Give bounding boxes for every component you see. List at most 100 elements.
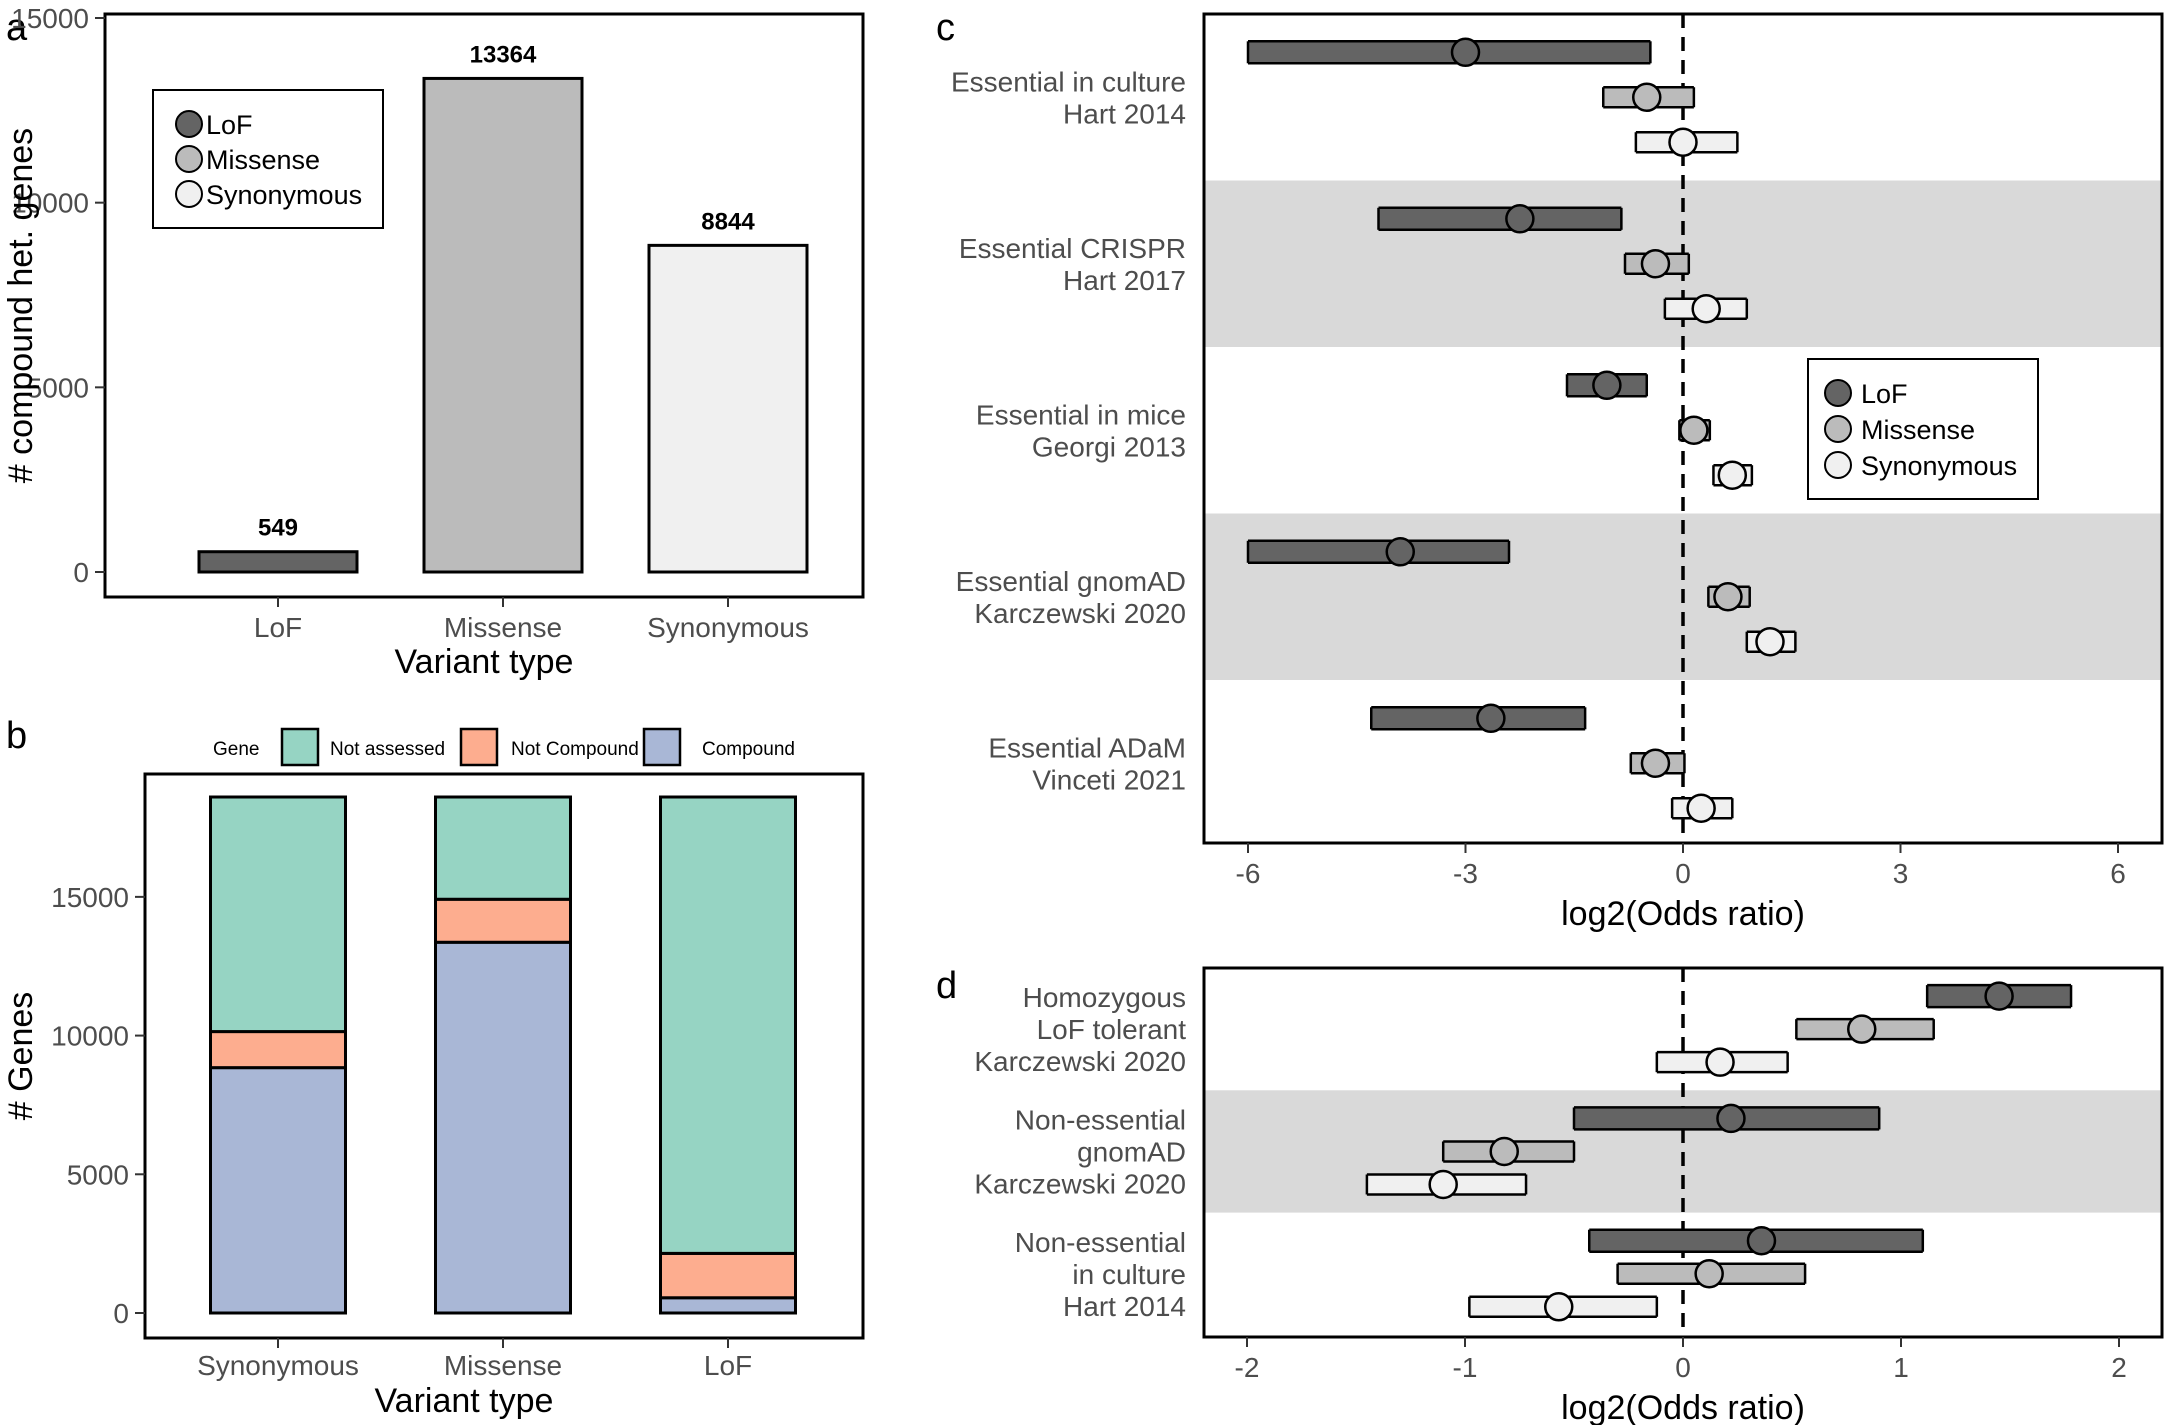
bar-segment-not-compound <box>209 1030 347 1070</box>
group-label: Karczewski 2020 <box>974 1168 1186 1199</box>
group-label: Essential ADaM <box>988 732 1186 763</box>
legend-label: LoF <box>1861 379 1908 409</box>
point-estimate-synonymous <box>1691 293 1721 324</box>
x-axis-tick-label: Synonymous <box>197 1350 359 1381</box>
legend-label: Compound <box>702 739 795 760</box>
bar-segment-not-compound <box>659 1251 797 1300</box>
y-axis-tick-label: 10000 <box>11 188 89 219</box>
bar-segment-compound <box>659 1296 797 1315</box>
panel-letter-a: a <box>6 7 28 49</box>
point-estimate-lof <box>1716 1103 1746 1134</box>
x-axis-tick-label: 0 <box>1675 1352 1691 1383</box>
point-estimate-missense <box>1679 415 1709 445</box>
point-estimate-missense <box>1847 1014 1877 1044</box>
legend-swatch <box>459 727 499 767</box>
legend-marker <box>175 180 203 208</box>
point-estimate-synonymous <box>1705 1047 1735 1077</box>
x-axis-tick-label: -6 <box>1236 858 1261 889</box>
bar-segment-compound <box>209 1066 347 1315</box>
panel-a-bar-chart: 0 5000 10000 15000 549 LoF 13364 Missense 8844 Sy… <box>2 3 865 681</box>
legend-label: Missense <box>1861 415 1975 445</box>
bar-segment-not-compound <box>434 897 572 944</box>
point-estimate-lof <box>1505 204 1535 234</box>
x-axis-tick-label: 2 <box>2111 1352 2127 1383</box>
legend-marker <box>175 110 203 138</box>
legend-label: Missense <box>206 145 320 175</box>
legend-label: Not assessed <box>330 739 445 760</box>
legend-label: Not Compound <box>511 739 639 760</box>
group-label: Essential gnomAD <box>956 566 1186 597</box>
bar-synonymous <box>647 243 809 574</box>
x-axis-tick-label: 6 <box>2110 858 2126 889</box>
bar-lof <box>197 550 359 574</box>
group-label: Karczewski 2020 <box>974 598 1186 629</box>
group-label: Essential in mice <box>976 399 1186 430</box>
ci-bar-lof <box>1248 41 1651 64</box>
group-label: Hart 2014 <box>1063 1291 1186 1322</box>
bar-value-label: 13364 <box>470 41 537 68</box>
group-label: LoF tolerant <box>1037 1014 1187 1045</box>
bar-missense <box>422 76 584 574</box>
bar-value-label: 549 <box>258 515 298 542</box>
y-axis-tick-label: 0 <box>113 1298 129 1329</box>
bar-segment-not-assessed <box>434 795 572 901</box>
x-axis-tick-label: LoF <box>704 1350 752 1381</box>
group-label: Hart 2014 <box>1063 98 1186 129</box>
point-estimate-lof <box>1385 537 1415 567</box>
point-estimate-missense <box>1489 1136 1519 1167</box>
bar-segment-compound <box>434 940 572 1315</box>
y-axis-tick-label: 15000 <box>51 882 129 913</box>
legend-label: Synonymous <box>206 180 362 210</box>
x-axis-title: log2(Odds ratio) <box>1561 895 1805 933</box>
point-estimate-synonymous <box>1717 460 1748 490</box>
y-axis-title: # Genes <box>2 992 40 1121</box>
x-axis-title: Variant type <box>375 1382 554 1420</box>
x-axis-tick-label: 0 <box>1675 858 1691 889</box>
x-axis-tick-label: LoF <box>254 612 302 643</box>
bar-segment-not-assessed <box>659 795 797 1255</box>
ci-bar-lof <box>1248 540 1509 563</box>
panel-letter-b: b <box>6 715 27 757</box>
point-estimate-missense <box>1640 249 1671 279</box>
group-label: Homozygous <box>1023 982 1186 1013</box>
x-axis-tick-label: Synonymous <box>647 612 809 643</box>
point-estimate-synonymous <box>1755 626 1785 657</box>
group-label: Georgi 2013 <box>1032 431 1186 462</box>
bar-value-label: 8844 <box>701 208 755 235</box>
point-estimate-lof <box>1984 981 2014 1011</box>
y-axis-tick-label: 15000 <box>11 3 89 34</box>
x-axis-tick-label: 3 <box>1893 858 1909 889</box>
y-axis-tick-label: 10000 <box>51 1021 129 1052</box>
x-axis-tick-label: -2 <box>1235 1352 1260 1383</box>
point-estimate-lof <box>1450 37 1481 68</box>
x-axis-tick-label: -1 <box>1453 1352 1478 1383</box>
group-label: gnomAD <box>1077 1136 1186 1167</box>
group-label: Essential in culture <box>951 66 1186 97</box>
point-estimate-missense <box>1640 748 1671 778</box>
legend-marker <box>1824 415 1852 443</box>
x-axis-tick-label: -3 <box>1453 858 1478 889</box>
legend-label: Synonymous <box>1861 451 2017 481</box>
group-label: Non-essential <box>1015 1104 1186 1135</box>
x-axis-tick-label: Missense <box>444 1350 562 1381</box>
point-estimate-lof <box>1592 370 1622 401</box>
y-axis-tick-label: 5000 <box>67 1159 129 1190</box>
group-label: Karczewski 2020 <box>974 1046 1186 1077</box>
bar-segment-not-assessed <box>209 795 347 1034</box>
point-estimate-synonymous <box>1668 127 1698 157</box>
group-label: Hart 2017 <box>1063 265 1186 296</box>
legend-label: LoF <box>206 110 253 140</box>
point-estimate-lof <box>1476 703 1506 734</box>
y-axis-title: # compound het. genes <box>2 128 40 483</box>
x-axis-title: log2(Odds ratio) <box>1561 1389 1805 1425</box>
group-label: Vinceti 2021 <box>1032 764 1186 795</box>
panel-b-stacked-bar-chart: 0 5000 10000 15000 Synonymous Missense LoF Vari… <box>2 727 865 1420</box>
legend-marker <box>175 145 203 173</box>
point-estimate-synonymous <box>1543 1292 1574 1322</box>
panel-letter-c: c <box>936 7 955 49</box>
group-label: Essential CRISPR <box>959 233 1186 264</box>
panel-letter-d: d <box>936 965 957 1007</box>
